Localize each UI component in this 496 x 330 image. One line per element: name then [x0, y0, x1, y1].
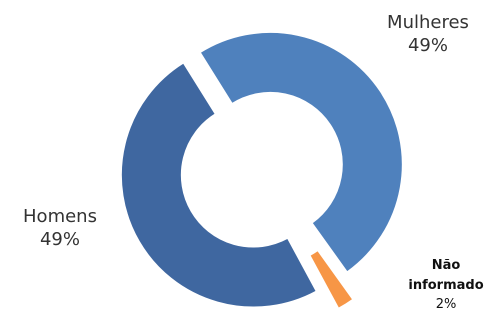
- slice-name-line1: Não: [431, 258, 461, 273]
- slice-value: 49%: [407, 34, 448, 56]
- slice-name-line2: informado: [408, 277, 484, 293]
- slice-n-o-informado: [309, 249, 354, 309]
- slice-homens: [120, 62, 317, 308]
- slice-name: Homens: [23, 206, 97, 227]
- slice-label-mulheres: Mulheres 49%: [368, 12, 488, 57]
- slice-label-homens: Homens 49%: [0, 206, 120, 251]
- slice-mulheres: [199, 31, 403, 273]
- slice-value: 49%: [39, 228, 80, 250]
- slice-name: Mulheres: [387, 12, 469, 33]
- slice-label-nao-informado: Não informado 2%: [396, 256, 496, 315]
- slice-value: 2%: [435, 297, 457, 312]
